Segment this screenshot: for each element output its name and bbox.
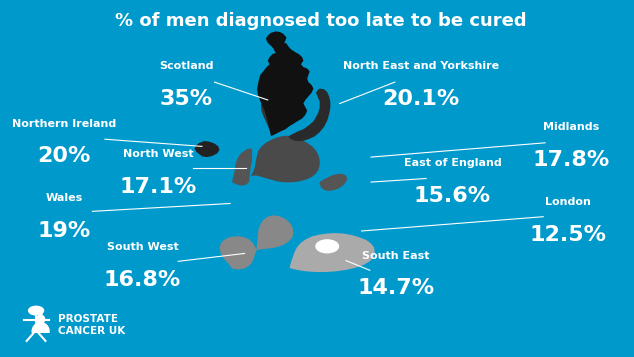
Text: 12.5%: 12.5% [530,225,607,245]
Polygon shape [261,89,294,136]
Text: 20%: 20% [37,146,91,166]
Text: Midlands: Midlands [543,122,600,132]
Polygon shape [266,31,287,53]
Text: ♟: ♟ [27,310,54,340]
Text: 16.8%: 16.8% [104,270,181,290]
Polygon shape [257,42,313,136]
Text: 20.1%: 20.1% [382,89,460,109]
Polygon shape [290,233,375,272]
Text: North East and Yorkshire: North East and Yorkshire [343,61,499,71]
Polygon shape [219,215,294,270]
Text: 19%: 19% [37,221,91,241]
Text: % of men diagnosed too late to be cured: % of men diagnosed too late to be cured [115,12,527,30]
Text: London: London [545,197,591,207]
Circle shape [316,240,339,253]
Text: South West: South West [107,242,178,252]
Text: 35%: 35% [160,89,213,109]
Text: Wales: Wales [46,193,83,203]
Polygon shape [251,136,320,182]
Text: South East: South East [363,251,430,261]
Circle shape [29,306,44,315]
Text: PROSTATE
CANCER UK: PROSTATE CANCER UK [58,314,126,336]
Text: North West: North West [123,149,193,159]
Polygon shape [320,174,347,191]
Text: Scotland: Scotland [159,61,214,71]
Text: 14.7%: 14.7% [358,278,435,298]
Text: East of England: East of England [404,158,501,168]
Polygon shape [288,89,330,141]
Text: 15.6%: 15.6% [414,186,491,206]
Text: 17.8%: 17.8% [533,150,610,170]
Text: Northern Ireland: Northern Ireland [12,119,117,129]
Text: 17.1%: 17.1% [120,177,197,197]
Polygon shape [195,141,219,157]
Polygon shape [232,148,252,186]
